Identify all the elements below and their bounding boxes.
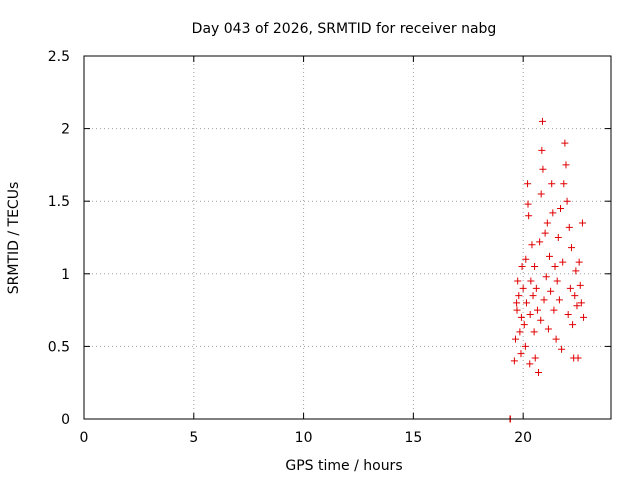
data-point bbox=[578, 219, 586, 227]
data-point bbox=[514, 277, 522, 285]
data-point bbox=[517, 313, 525, 321]
data-point bbox=[548, 180, 556, 188]
data-point bbox=[528, 241, 536, 249]
data-point bbox=[530, 328, 538, 336]
y-tick-label: 1 bbox=[61, 267, 70, 283]
y-tick-label: 2 bbox=[61, 122, 70, 138]
x-tick-label: 0 bbox=[80, 430, 89, 446]
data-point bbox=[537, 316, 545, 324]
data-point bbox=[562, 161, 570, 169]
data-point bbox=[535, 369, 543, 377]
data-point bbox=[522, 255, 530, 263]
data-point bbox=[558, 345, 566, 353]
data-point bbox=[538, 117, 546, 125]
data-point bbox=[533, 306, 541, 314]
data-point bbox=[519, 284, 527, 292]
data-point bbox=[551, 263, 559, 271]
data-point bbox=[577, 299, 585, 307]
axis-ticks: 0 5 10 15 20 0 0.5 1 1.5 2 2.5 bbox=[48, 49, 611, 446]
data-point bbox=[540, 296, 548, 304]
data-point bbox=[531, 263, 539, 271]
y-tick-label: 0 bbox=[61, 412, 70, 428]
data-point bbox=[513, 299, 521, 307]
data-point bbox=[520, 321, 528, 329]
data-point bbox=[524, 180, 532, 188]
data-point bbox=[544, 325, 552, 333]
data-point bbox=[571, 292, 579, 300]
data-point bbox=[524, 200, 532, 208]
data-point bbox=[564, 310, 572, 318]
data-point bbox=[539, 165, 547, 173]
data-point bbox=[572, 267, 580, 275]
data-point bbox=[521, 342, 529, 350]
data-point bbox=[515, 292, 523, 300]
data-point bbox=[526, 360, 534, 368]
data-point bbox=[529, 292, 537, 300]
data-point bbox=[561, 139, 569, 147]
data-point bbox=[516, 328, 524, 336]
data-point bbox=[575, 258, 583, 266]
data-point bbox=[536, 238, 544, 246]
data-point bbox=[563, 197, 571, 205]
data-point bbox=[532, 284, 540, 292]
data-point bbox=[527, 277, 535, 285]
y-axis-label: SRMTID / TECUs bbox=[6, 182, 22, 295]
data-point bbox=[510, 357, 518, 365]
data-point bbox=[547, 287, 555, 295]
data-point bbox=[526, 310, 534, 318]
data-point bbox=[552, 335, 560, 343]
x-tick-label: 15 bbox=[404, 430, 422, 446]
grid-lines bbox=[84, 56, 611, 419]
data-point bbox=[560, 180, 568, 188]
data-point bbox=[518, 263, 526, 271]
data-point bbox=[556, 204, 564, 212]
data-point bbox=[555, 296, 563, 304]
data-point bbox=[565, 223, 573, 231]
data-point bbox=[553, 277, 561, 285]
y-tick-label: 2.5 bbox=[48, 49, 70, 65]
data-point bbox=[567, 244, 575, 252]
data-point bbox=[574, 354, 582, 362]
x-axis-label: GPS time / hours bbox=[285, 458, 402, 474]
data-point bbox=[580, 313, 588, 321]
data-point bbox=[537, 190, 545, 198]
data-point bbox=[573, 302, 581, 310]
x-tick-label: 10 bbox=[295, 430, 313, 446]
data-point bbox=[549, 209, 557, 217]
data-point bbox=[513, 306, 521, 314]
x-tick-label: 20 bbox=[514, 430, 532, 446]
data-point bbox=[522, 299, 530, 307]
y-tick-label: 1.5 bbox=[48, 194, 70, 210]
data-point bbox=[566, 284, 574, 292]
data-point bbox=[543, 219, 551, 227]
x-tick-label: 5 bbox=[189, 430, 198, 446]
chart-title: Day 043 of 2026, SRMTID for receiver nab… bbox=[192, 21, 497, 37]
data-points bbox=[506, 117, 588, 423]
data-point bbox=[538, 146, 546, 154]
data-point bbox=[576, 281, 584, 289]
data-point bbox=[511, 335, 519, 343]
data-point bbox=[546, 252, 554, 260]
data-point bbox=[525, 212, 533, 220]
data-point bbox=[541, 229, 549, 237]
data-point bbox=[531, 354, 539, 362]
y-tick-label: 0.5 bbox=[48, 339, 70, 355]
data-point bbox=[517, 350, 525, 358]
data-point bbox=[559, 258, 567, 266]
data-point bbox=[550, 306, 558, 314]
data-point bbox=[554, 234, 562, 241]
plot-frame bbox=[83, 55, 612, 420]
data-point bbox=[542, 273, 550, 281]
data-point bbox=[569, 321, 577, 329]
